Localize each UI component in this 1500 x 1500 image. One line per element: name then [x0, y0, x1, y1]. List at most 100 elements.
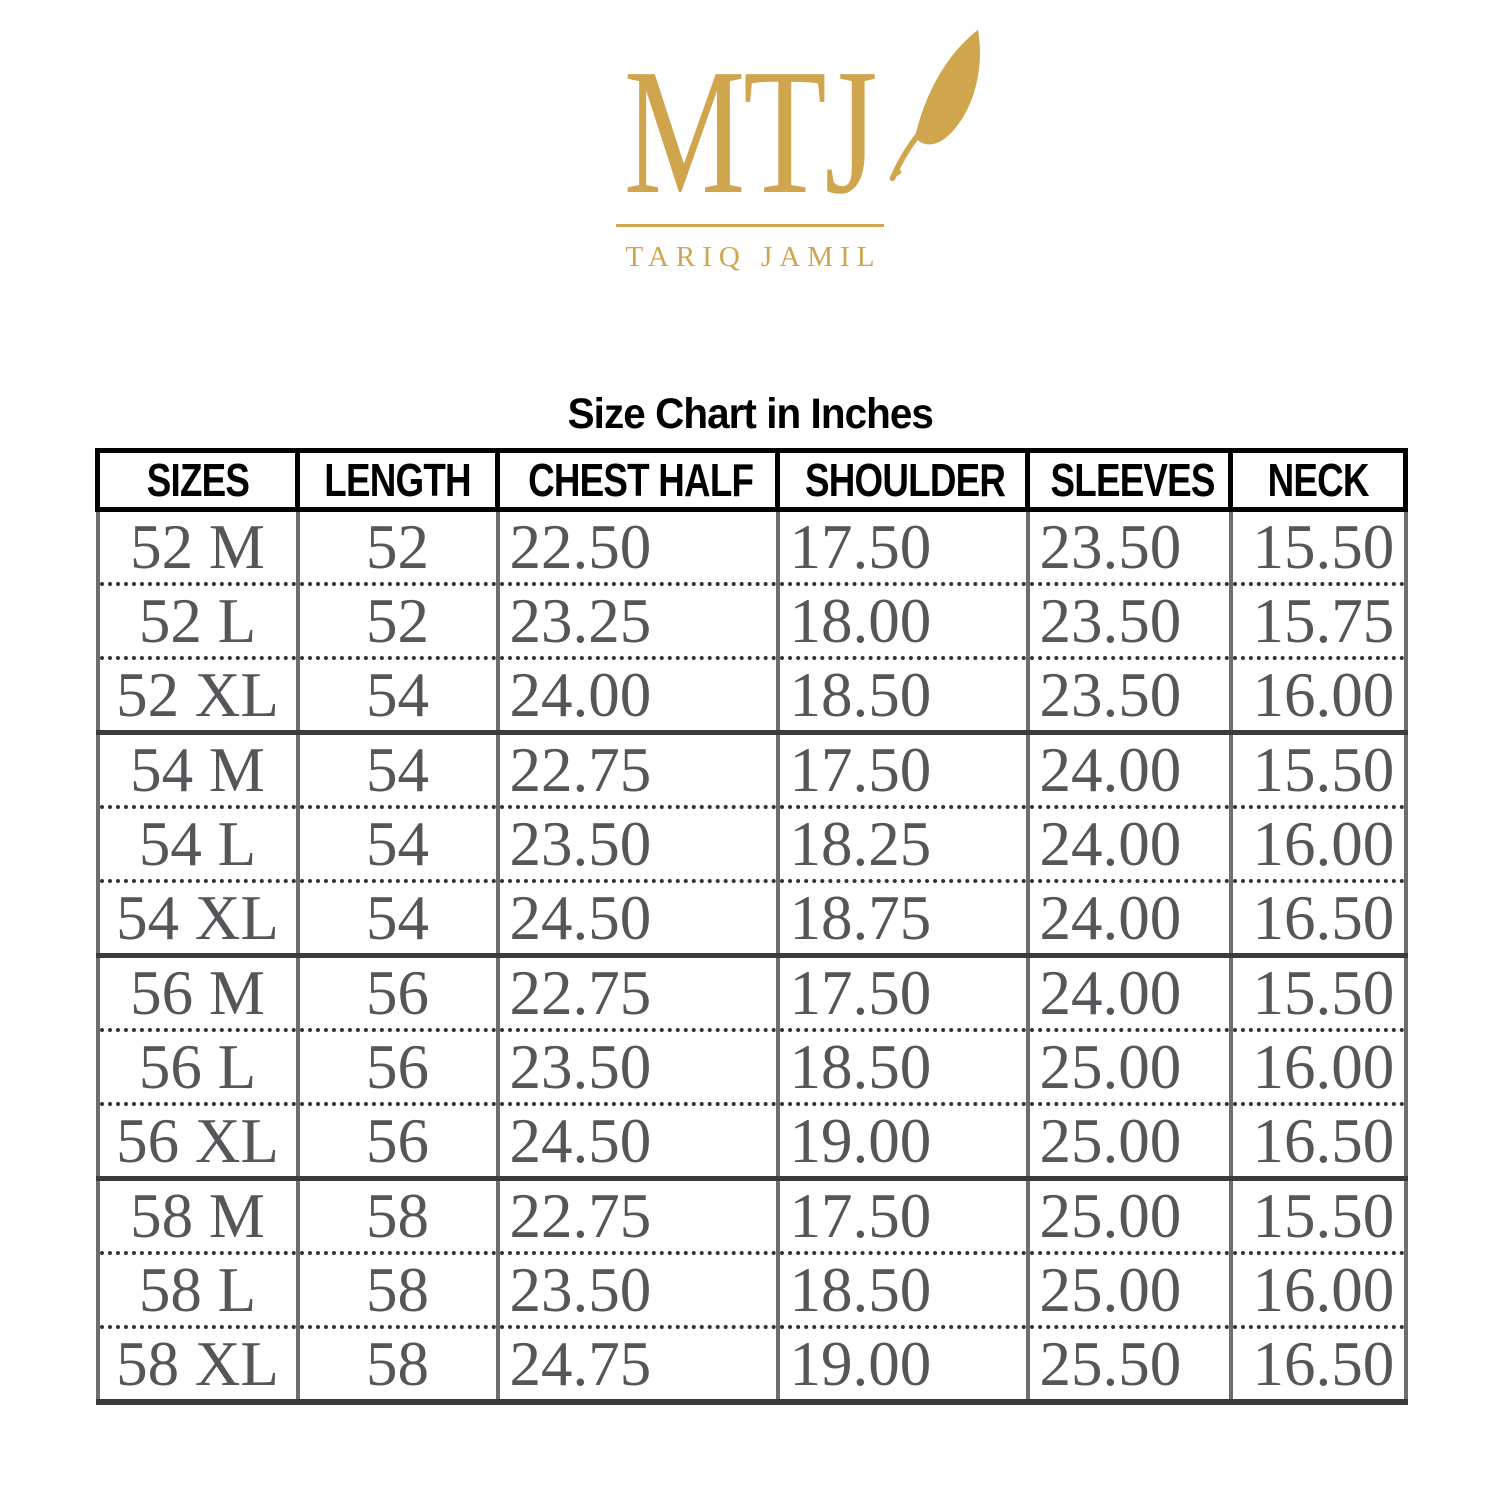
table-row: 52 L 52 23.25 18.00 23.50 15.75 [95, 584, 1408, 660]
sleeves-cell: 24.00 [1025, 732, 1233, 809]
size-chart-table: SIZES LENGTH CHEST HALF SHOULDER SLEEVES… [95, 448, 1408, 1405]
sleeves-cell: 24.00 [1025, 807, 1233, 883]
length-cell: 54 [295, 658, 500, 735]
length-cell: 58 [295, 1327, 500, 1405]
size-cell: 52 M [95, 509, 300, 586]
shoulder-cell: 17.50 [775, 955, 1030, 1032]
shoulder-cell: 18.50 [775, 1030, 1030, 1106]
neck-cell: 15.50 [1228, 732, 1408, 809]
size-cell: 56 XL [95, 1104, 300, 1181]
table-row: 54 L 54 23.50 18.25 24.00 16.00 [95, 807, 1408, 883]
header-label-chest-half: CHEST HALF [528, 454, 754, 506]
header-label-neck: NECK [1267, 454, 1369, 506]
neck-cell: 16.00 [1228, 1030, 1408, 1106]
table-row: 52 XL 54 24.00 18.50 23.50 16.00 [95, 658, 1408, 735]
chest-cell: 24.75 [495, 1327, 780, 1405]
quill-feather-icon [889, 29, 980, 182]
sleeves-cell: 24.00 [1025, 881, 1233, 958]
chest-cell: 24.50 [495, 1104, 780, 1181]
table-row: 54 XL 54 24.50 18.75 24.00 16.50 [95, 881, 1408, 958]
length-cell: 56 [295, 955, 500, 1032]
shoulder-cell: 18.25 [775, 807, 1030, 883]
table-row: 56 XL 56 24.50 19.00 25.00 16.50 [95, 1104, 1408, 1181]
sleeves-cell: 25.00 [1025, 1104, 1233, 1181]
table-row: 58 M 58 22.75 17.50 25.00 15.50 [95, 1178, 1408, 1255]
chest-cell: 23.25 [495, 584, 780, 660]
size-cell: 58 XL [95, 1327, 300, 1405]
chest-cell: 22.75 [495, 955, 780, 1032]
header-cell-sleeves: SLEEVES [1025, 448, 1233, 512]
sleeves-cell: 25.50 [1025, 1327, 1233, 1405]
shoulder-cell: 18.75 [775, 881, 1030, 958]
chest-cell: 24.50 [495, 881, 780, 958]
sleeves-cell: 25.00 [1025, 1178, 1233, 1255]
header-cell-chest-half: CHEST HALF [495, 448, 780, 512]
sleeves-cell: 25.00 [1025, 1253, 1233, 1329]
length-cell: 52 [295, 509, 500, 586]
shoulder-cell: 18.50 [775, 1253, 1030, 1329]
size-cell: 58 L [95, 1253, 300, 1329]
header-row: SIZES LENGTH CHEST HALF SHOULDER SLEEVES… [95, 448, 1408, 512]
header-label-length: LENGTH [324, 454, 471, 506]
table-row: 58 L 58 23.50 18.50 25.00 16.00 [95, 1253, 1408, 1329]
chest-cell: 23.50 [495, 1253, 780, 1329]
neck-cell: 16.50 [1228, 1104, 1408, 1181]
table-row: 56 L 56 23.50 18.50 25.00 16.00 [95, 1030, 1408, 1106]
size-cell: 52 L [95, 584, 300, 660]
length-cell: 58 [295, 1253, 500, 1329]
shoulder-cell: 17.50 [775, 509, 1030, 586]
neck-cell: 16.00 [1228, 807, 1408, 883]
shoulder-cell: 19.00 [775, 1327, 1030, 1405]
table-row: 56 M 56 22.75 17.50 24.00 15.50 [95, 955, 1408, 1032]
chest-cell: 24.00 [495, 658, 780, 735]
chest-cell: 22.50 [495, 509, 780, 586]
header-cell-shoulder: SHOULDER [775, 448, 1030, 512]
size-cell: 58 M [95, 1178, 300, 1255]
neck-cell: 15.50 [1228, 509, 1408, 586]
neck-cell: 16.00 [1228, 1253, 1408, 1329]
header-label-shoulder: SHOULDER [805, 454, 1006, 506]
length-cell: 58 [295, 1178, 500, 1255]
chest-cell: 22.75 [495, 732, 780, 809]
logo-underline [616, 224, 884, 227]
size-cell: 52 XL [95, 658, 300, 735]
header-label-sleeves: SLEEVES [1050, 454, 1216, 506]
chest-cell: 23.50 [495, 1030, 780, 1106]
sleeves-cell: 23.50 [1025, 658, 1233, 735]
brand-header: MTJ TARIQ JAMIL [0, 29, 1500, 274]
chest-cell: 23.50 [495, 807, 780, 883]
table-row: 54 M 54 22.75 17.50 24.00 15.50 [95, 732, 1408, 809]
shoulder-cell: 18.50 [775, 658, 1030, 735]
shoulder-cell: 17.50 [775, 1178, 1030, 1255]
neck-cell: 15.75 [1228, 584, 1408, 660]
length-cell: 56 [295, 1104, 500, 1181]
page-title: Size Chart in Inches [0, 390, 1500, 439]
shoulder-cell: 19.00 [775, 1104, 1030, 1181]
neck-cell: 16.00 [1228, 658, 1408, 735]
neck-cell: 16.50 [1228, 881, 1408, 958]
header-cell-neck: NECK [1228, 448, 1408, 512]
table-row: 52 M 52 22.50 17.50 23.50 15.50 [95, 509, 1408, 586]
sleeves-cell: 24.00 [1025, 955, 1233, 1032]
size-cell: 54 XL [95, 881, 300, 958]
neck-cell: 15.50 [1228, 955, 1408, 1032]
header-cell-sizes: SIZES [95, 448, 300, 512]
neck-cell: 15.50 [1228, 1178, 1408, 1255]
header-cell-length: LENGTH [295, 448, 500, 512]
size-cell: 54 L [95, 807, 300, 883]
neck-cell: 16.50 [1228, 1327, 1408, 1405]
table-row: 58 XL 58 24.75 19.00 25.50 16.50 [95, 1327, 1408, 1405]
size-cell: 56 L [95, 1030, 300, 1106]
brand-name: TARIQ JAMIL [625, 241, 882, 273]
page-title-text: Size Chart in Inches [567, 390, 933, 438]
shoulder-cell: 17.50 [775, 732, 1030, 809]
brand-monogram: MTJ [624, 32, 878, 231]
size-cell: 56 M [95, 955, 300, 1032]
length-cell: 52 [295, 584, 500, 660]
length-cell: 54 [295, 881, 500, 958]
length-cell: 56 [295, 1030, 500, 1106]
brand-logo: MTJ [584, 29, 980, 231]
size-cell: 54 M [95, 732, 300, 809]
length-cell: 54 [295, 732, 500, 809]
sleeves-cell: 23.50 [1025, 584, 1233, 660]
